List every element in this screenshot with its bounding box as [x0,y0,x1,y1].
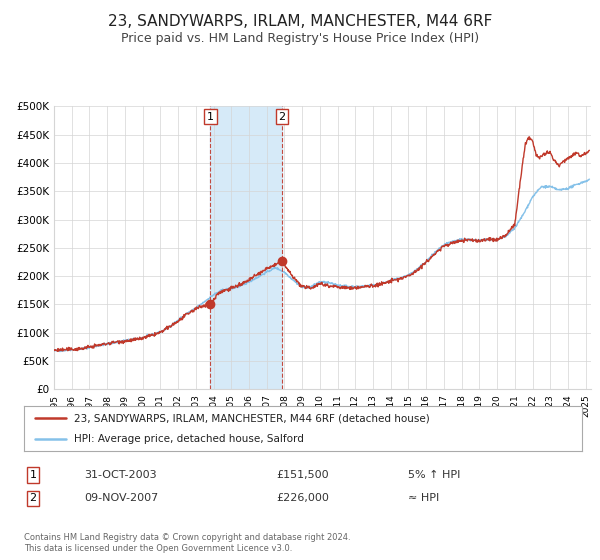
Text: 09-NOV-2007: 09-NOV-2007 [84,493,158,503]
Text: 5% ↑ HPI: 5% ↑ HPI [408,470,460,480]
Text: 31-OCT-2003: 31-OCT-2003 [84,470,157,480]
Text: HPI: Average price, detached house, Salford: HPI: Average price, detached house, Salf… [74,433,304,444]
Text: 23, SANDYWARPS, IRLAM, MANCHESTER, M44 6RF: 23, SANDYWARPS, IRLAM, MANCHESTER, M44 6… [108,14,492,29]
Text: £226,000: £226,000 [276,493,329,503]
Bar [211,106,282,389]
Text: 1: 1 [207,111,214,122]
Text: 23, SANDYWARPS, IRLAM, MANCHESTER, M44 6RF (detached house): 23, SANDYWARPS, IRLAM, MANCHESTER, M44 6… [74,413,430,423]
Text: £151,500: £151,500 [276,470,329,480]
Text: 1: 1 [29,470,37,480]
Text: ≈ HPI: ≈ HPI [408,493,439,503]
Text: 2: 2 [278,111,286,122]
Text: 2: 2 [29,493,37,503]
Text: Price paid vs. HM Land Registry's House Price Index (HPI): Price paid vs. HM Land Registry's House … [121,31,479,45]
Text: Contains HM Land Registry data © Crown copyright and database right 2024.
This d: Contains HM Land Registry data © Crown c… [24,533,350,553]
